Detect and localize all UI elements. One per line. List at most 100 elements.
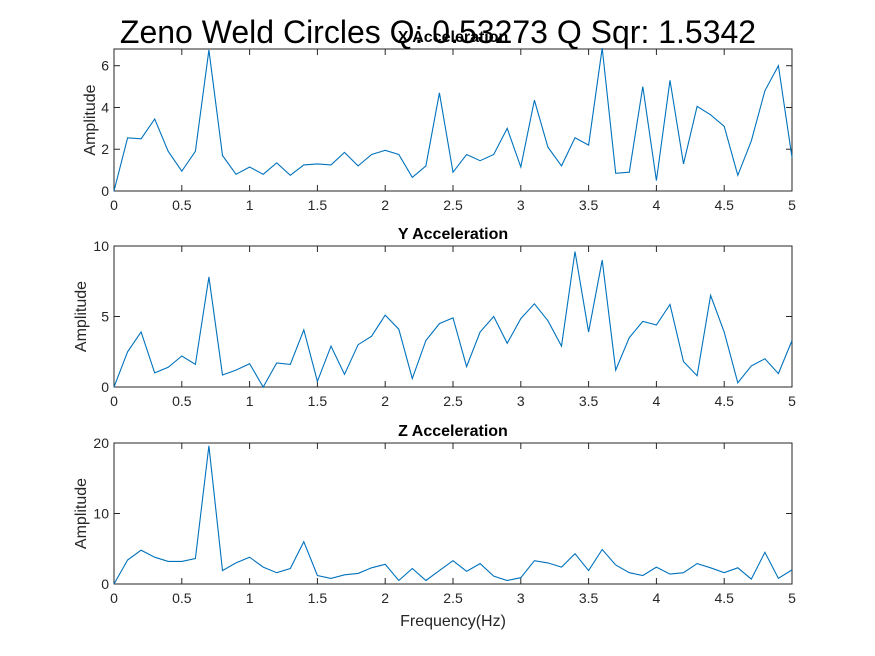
data-point — [507, 580, 508, 581]
plot-area-frame — [113, 245, 793, 388]
data-point — [710, 295, 711, 296]
y-tick-label: 4 — [101, 99, 109, 115]
x-tick-label: 1.5 — [308, 197, 328, 213]
data-point — [249, 557, 250, 558]
data-point — [697, 106, 698, 107]
data-point — [466, 571, 467, 572]
data-point — [710, 567, 711, 568]
data-point — [561, 346, 562, 347]
data-point — [520, 318, 521, 319]
x-tick-label: 4.5 — [714, 393, 734, 409]
data-point — [303, 541, 304, 542]
axes-title: Z Acceleration — [398, 423, 508, 440]
data-point — [642, 575, 643, 576]
data-point — [642, 86, 643, 87]
x-tick-label: 3.5 — [579, 590, 599, 606]
data-point — [263, 386, 264, 387]
x-tick-label: 2 — [381, 197, 389, 213]
data-point — [737, 382, 738, 383]
data-point — [791, 340, 792, 341]
data-point — [791, 157, 792, 158]
data-point — [344, 574, 345, 575]
data-point — [697, 563, 698, 564]
data-point — [168, 367, 169, 368]
data-point — [452, 560, 453, 561]
data-point — [263, 174, 264, 175]
data-point — [195, 151, 196, 152]
data-point — [615, 173, 616, 174]
axes-panel-1: 0 0.5 1 1.5 2 2.5 3 3.5 4 4.5 5 0 2 4 6 X Acceleration A… — [82, 29, 796, 213]
data-point — [317, 163, 318, 164]
data-point — [683, 163, 684, 164]
data-point — [669, 574, 670, 575]
data-point — [344, 374, 345, 375]
x-tick-label: 4 — [653, 393, 661, 409]
data-point — [656, 567, 657, 568]
data-point — [141, 550, 142, 551]
data-point — [574, 553, 575, 554]
data-point — [737, 175, 738, 176]
data-point — [588, 331, 589, 332]
data-point — [398, 329, 399, 330]
data-point — [466, 154, 467, 155]
x-axis-label: Frequency(Hz) — [400, 613, 506, 630]
data-point — [371, 154, 372, 155]
axes-panel-2: 0 0.5 1 1.5 2 2.5 3 3.5 4 4.5 5 0 5 10 Y Acceleration A… — [73, 226, 796, 409]
data-point — [751, 579, 752, 580]
data-point — [168, 151, 169, 152]
x-tick-label: 4 — [653, 197, 661, 213]
data-point — [588, 570, 589, 571]
data-point — [778, 65, 779, 66]
data-point — [669, 80, 670, 81]
data-point — [385, 564, 386, 565]
x-tick-label: 1.5 — [308, 393, 328, 409]
x-tick-label: 0 — [110, 197, 118, 213]
x-tick-label: 5 — [788, 590, 796, 606]
data-point — [141, 331, 142, 332]
series-line — [113, 251, 793, 389]
data-point — [493, 154, 494, 155]
plot-area-frame — [113, 442, 793, 585]
x-tick-label: 4 — [653, 590, 661, 606]
data-point — [276, 572, 277, 573]
x-tick-label: 2.5 — [443, 197, 463, 213]
data-point — [629, 337, 630, 338]
data-point — [412, 177, 413, 178]
data-point — [683, 572, 684, 573]
data-point — [588, 145, 589, 146]
y-tick-label: 5 — [101, 309, 109, 325]
figure-title: Zeno Weld Circles Q: 0.53273 Q Sqr: 1.53… — [120, 14, 756, 50]
x-tick-label: 5 — [788, 393, 796, 409]
data-point — [480, 563, 481, 564]
axes-panel-3: 0 0.5 1 1.5 2 2.5 3 3.5 4 4.5 5 0 10 20 Z Acceleration… — [73, 423, 796, 630]
data-point — [764, 358, 765, 359]
data-point — [141, 138, 142, 139]
data-point — [398, 154, 399, 155]
data-point — [330, 346, 331, 347]
x-tick-label: 0.5 — [172, 393, 192, 409]
data-point — [154, 372, 155, 373]
data-point — [724, 572, 725, 573]
y-axis-label: Amplitude — [73, 281, 90, 352]
data-point — [439, 323, 440, 324]
data-point — [113, 190, 114, 191]
data-point — [249, 166, 250, 167]
plot-area-frame — [113, 48, 793, 192]
data-point — [412, 568, 413, 569]
data-point — [534, 560, 535, 561]
data-point — [751, 365, 752, 366]
data-point — [751, 140, 752, 141]
x-tick-label: 4.5 — [714, 197, 734, 213]
data-point — [710, 114, 711, 115]
data-point — [317, 575, 318, 576]
data-point — [547, 320, 548, 321]
y-tick-label: 0 — [101, 576, 109, 592]
data-point — [480, 160, 481, 161]
y-tick-label: 10 — [93, 506, 109, 522]
x-tick-label: 3.5 — [579, 393, 599, 409]
y-tick-label: 20 — [93, 435, 109, 451]
data-point — [235, 174, 236, 175]
axes-title: X Acceleration — [398, 29, 509, 46]
x-tick-label: 0 — [110, 590, 118, 606]
data-point — [507, 343, 508, 344]
